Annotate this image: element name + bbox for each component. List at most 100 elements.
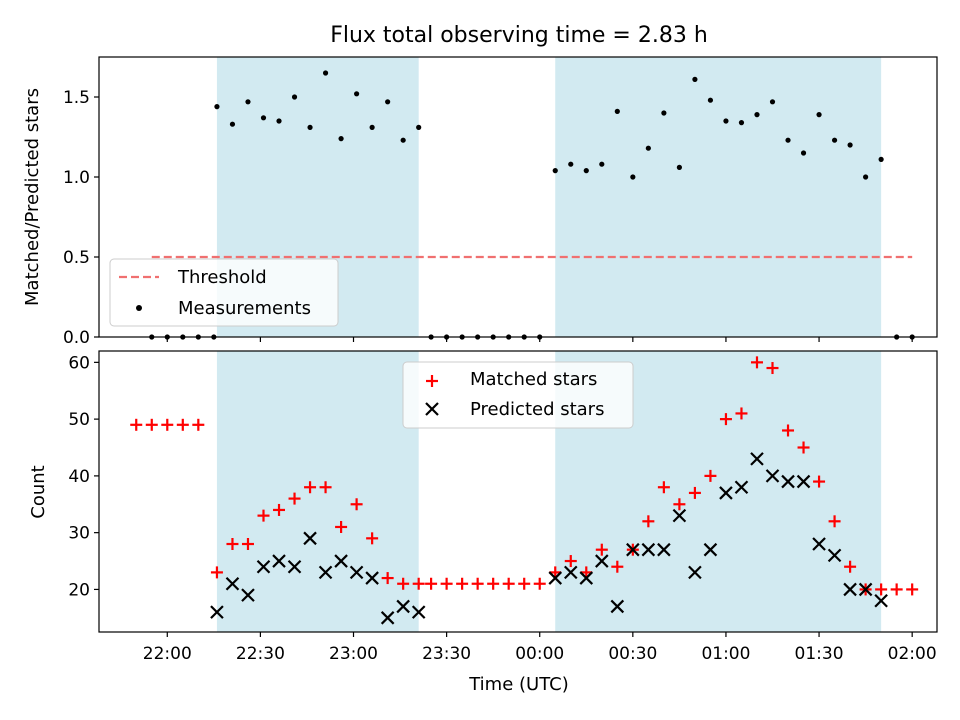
predicted-star-point	[349, 565, 364, 580]
measurement-point	[676, 164, 682, 170]
measurement-point	[276, 118, 282, 124]
matched-star-point	[335, 520, 348, 533]
y-tick-label: 60	[68, 353, 90, 373]
legend-matched-label: Matched stars	[470, 369, 597, 390]
bottom-legend: Matched stars Predicted stars	[402, 361, 634, 429]
measurement-point	[878, 156, 884, 162]
measurement-point	[400, 137, 406, 143]
measurement-point	[831, 137, 838, 143]
legend-predicted-swatch	[425, 402, 439, 416]
matched-star-point	[735, 407, 748, 420]
x-tick-label: 22:00	[143, 644, 192, 664]
predicted-star-point	[256, 559, 271, 574]
x-b	[626, 542, 640, 557]
predicted-star-point	[380, 611, 395, 625]
matched-star-point	[844, 560, 857, 573]
measurement-point	[568, 161, 574, 167]
x-b	[827, 548, 842, 563]
matched-star-point	[471, 577, 484, 590]
matched-star-point	[906, 583, 919, 596]
x-axis-label: Time (UTC)	[468, 674, 569, 695]
predicted-star-point	[303, 531, 317, 546]
legend-matched-swatch	[426, 375, 438, 387]
predicted-star-point	[858, 582, 873, 597]
x-b	[380, 611, 395, 625]
x-b	[396, 599, 410, 614]
matched-star-point	[595, 543, 608, 556]
x-tick-label: 00:30	[608, 644, 657, 664]
predicted-star-point	[210, 605, 224, 619]
predicted-star-point	[365, 571, 379, 585]
x-b	[303, 531, 317, 546]
x-b	[688, 565, 702, 580]
x-tick-label: 02:00	[888, 644, 937, 664]
measurement-point	[229, 121, 236, 127]
top-legend: Threshold Measurements	[109, 258, 339, 327]
legend-threshold-label: Threshold	[177, 267, 267, 288]
predicted-star-point	[334, 554, 348, 568]
matched-star-point	[487, 577, 500, 590]
matched-star-point	[673, 498, 686, 511]
top-legend-box	[109, 258, 339, 327]
measurement-point	[354, 91, 360, 97]
measurement-point	[785, 137, 791, 143]
predicted-star-point	[796, 474, 811, 489]
x-b	[858, 582, 873, 597]
predicted-star-point	[703, 542, 718, 557]
measurement-point	[385, 99, 391, 105]
matched-star-point	[130, 418, 143, 431]
predicted-star-point	[781, 474, 795, 489]
predicted-star-point	[396, 599, 410, 614]
predicted-star-point	[827, 548, 842, 563]
chart-title: Flux total observing time = 2.83 h	[330, 23, 708, 48]
top-panel: Flux total observing time = 2.83 h 0.00.…	[22, 23, 938, 348]
measurement-point	[214, 104, 220, 110]
measurement-point	[707, 97, 714, 103]
predicted-star-point	[626, 542, 640, 557]
bottom-y-ticks: 20 30 40 50 60	[68, 353, 99, 600]
x-b	[272, 554, 286, 568]
matched-star-point	[350, 498, 363, 511]
x-b	[765, 469, 780, 483]
predicted-star-point	[579, 571, 594, 585]
matched-star-point	[502, 577, 515, 590]
measurement-point	[369, 124, 375, 130]
measurement-point	[307, 124, 313, 130]
matched-star-point	[611, 560, 624, 573]
measurement-point	[583, 168, 589, 174]
y-tick-label: 1.0	[63, 168, 90, 188]
measurement-point	[692, 76, 698, 82]
x-b	[318, 565, 333, 580]
top-shaded-intervals	[216, 57, 882, 337]
predicted-star-point	[657, 542, 671, 557]
bottom-y-axis-label: Count	[28, 465, 49, 518]
predicted-star-point	[548, 571, 563, 585]
x-b	[579, 571, 594, 585]
measurement-point	[754, 112, 760, 118]
bottom-legend-box	[402, 361, 634, 429]
predicted-star-point	[672, 508, 687, 523]
x-tick-label: 01:00	[701, 644, 750, 664]
matched-star-point	[642, 515, 655, 528]
predicted-star-point	[719, 486, 733, 500]
matched-star-point	[381, 572, 394, 585]
matched-star-point	[813, 475, 826, 488]
x-b	[781, 474, 795, 489]
x-b	[225, 576, 240, 591]
x-b	[610, 599, 625, 614]
matched-star-point	[766, 362, 779, 375]
y-tick-label: 30	[68, 524, 90, 544]
matched-star-point	[688, 486, 701, 499]
matched-star-point	[750, 356, 763, 369]
x-tick-label: 01:30	[795, 644, 844, 664]
x-b	[563, 565, 578, 580]
x-b	[672, 508, 687, 523]
x-b	[241, 588, 255, 602]
x-b	[703, 542, 718, 557]
x-b	[812, 537, 826, 551]
legend-measurements-label: Measurements	[178, 298, 311, 319]
top-x-ticks	[166, 337, 913, 342]
measurement-point	[723, 118, 729, 124]
x-b	[548, 571, 563, 585]
predicted-star-point	[563, 565, 578, 580]
